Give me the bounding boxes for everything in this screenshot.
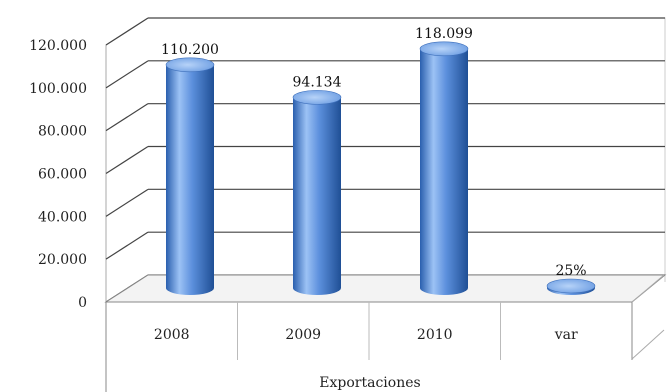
y-tick-label: 80.000 [38, 124, 87, 140]
bars [165, 41, 596, 296]
data-label: 25% [555, 263, 586, 279]
data-label: 94.134 [293, 74, 342, 90]
y-tick-label: 20.000 [38, 252, 87, 268]
y-tick-label: 40.000 [38, 209, 87, 225]
y-tick-label: 60.000 [38, 167, 87, 183]
gridline [105, 103, 149, 132]
bar-2010 [419, 41, 469, 296]
category-table: 2008 2009 2010 var [105, 274, 665, 392]
x-tick-label: 2008 [154, 327, 190, 343]
data-label: 118.099 [415, 26, 473, 42]
x-tick-label: var [554, 327, 578, 343]
bar-2008 [165, 57, 215, 295]
y-tick-label: 0 [78, 295, 87, 311]
chart-floor [104, 274, 667, 303]
bar-var [546, 278, 596, 295]
x-axis-label: Exportaciones [319, 375, 420, 391]
x-tick-label: 2010 [417, 327, 453, 343]
data-labels: 110.200 94.134 118.099 25% [161, 26, 587, 279]
gridline [105, 145, 149, 175]
gridline [105, 231, 149, 260]
y-tick-label: 120.000 [29, 38, 87, 54]
gridlines [104, 17, 667, 303]
y-tick-label: 100.000 [29, 81, 87, 97]
gridline [105, 17, 149, 46]
gridline [105, 188, 149, 217]
x-tick-label: 2009 [285, 327, 321, 343]
y-axis-tick-labels: 0 20.000 40.000 60.000 80.000 100.000 120.000 [29, 38, 87, 311]
gridline [105, 60, 149, 89]
bar-2009 [292, 90, 342, 295]
data-label: 110.200 [161, 42, 219, 58]
